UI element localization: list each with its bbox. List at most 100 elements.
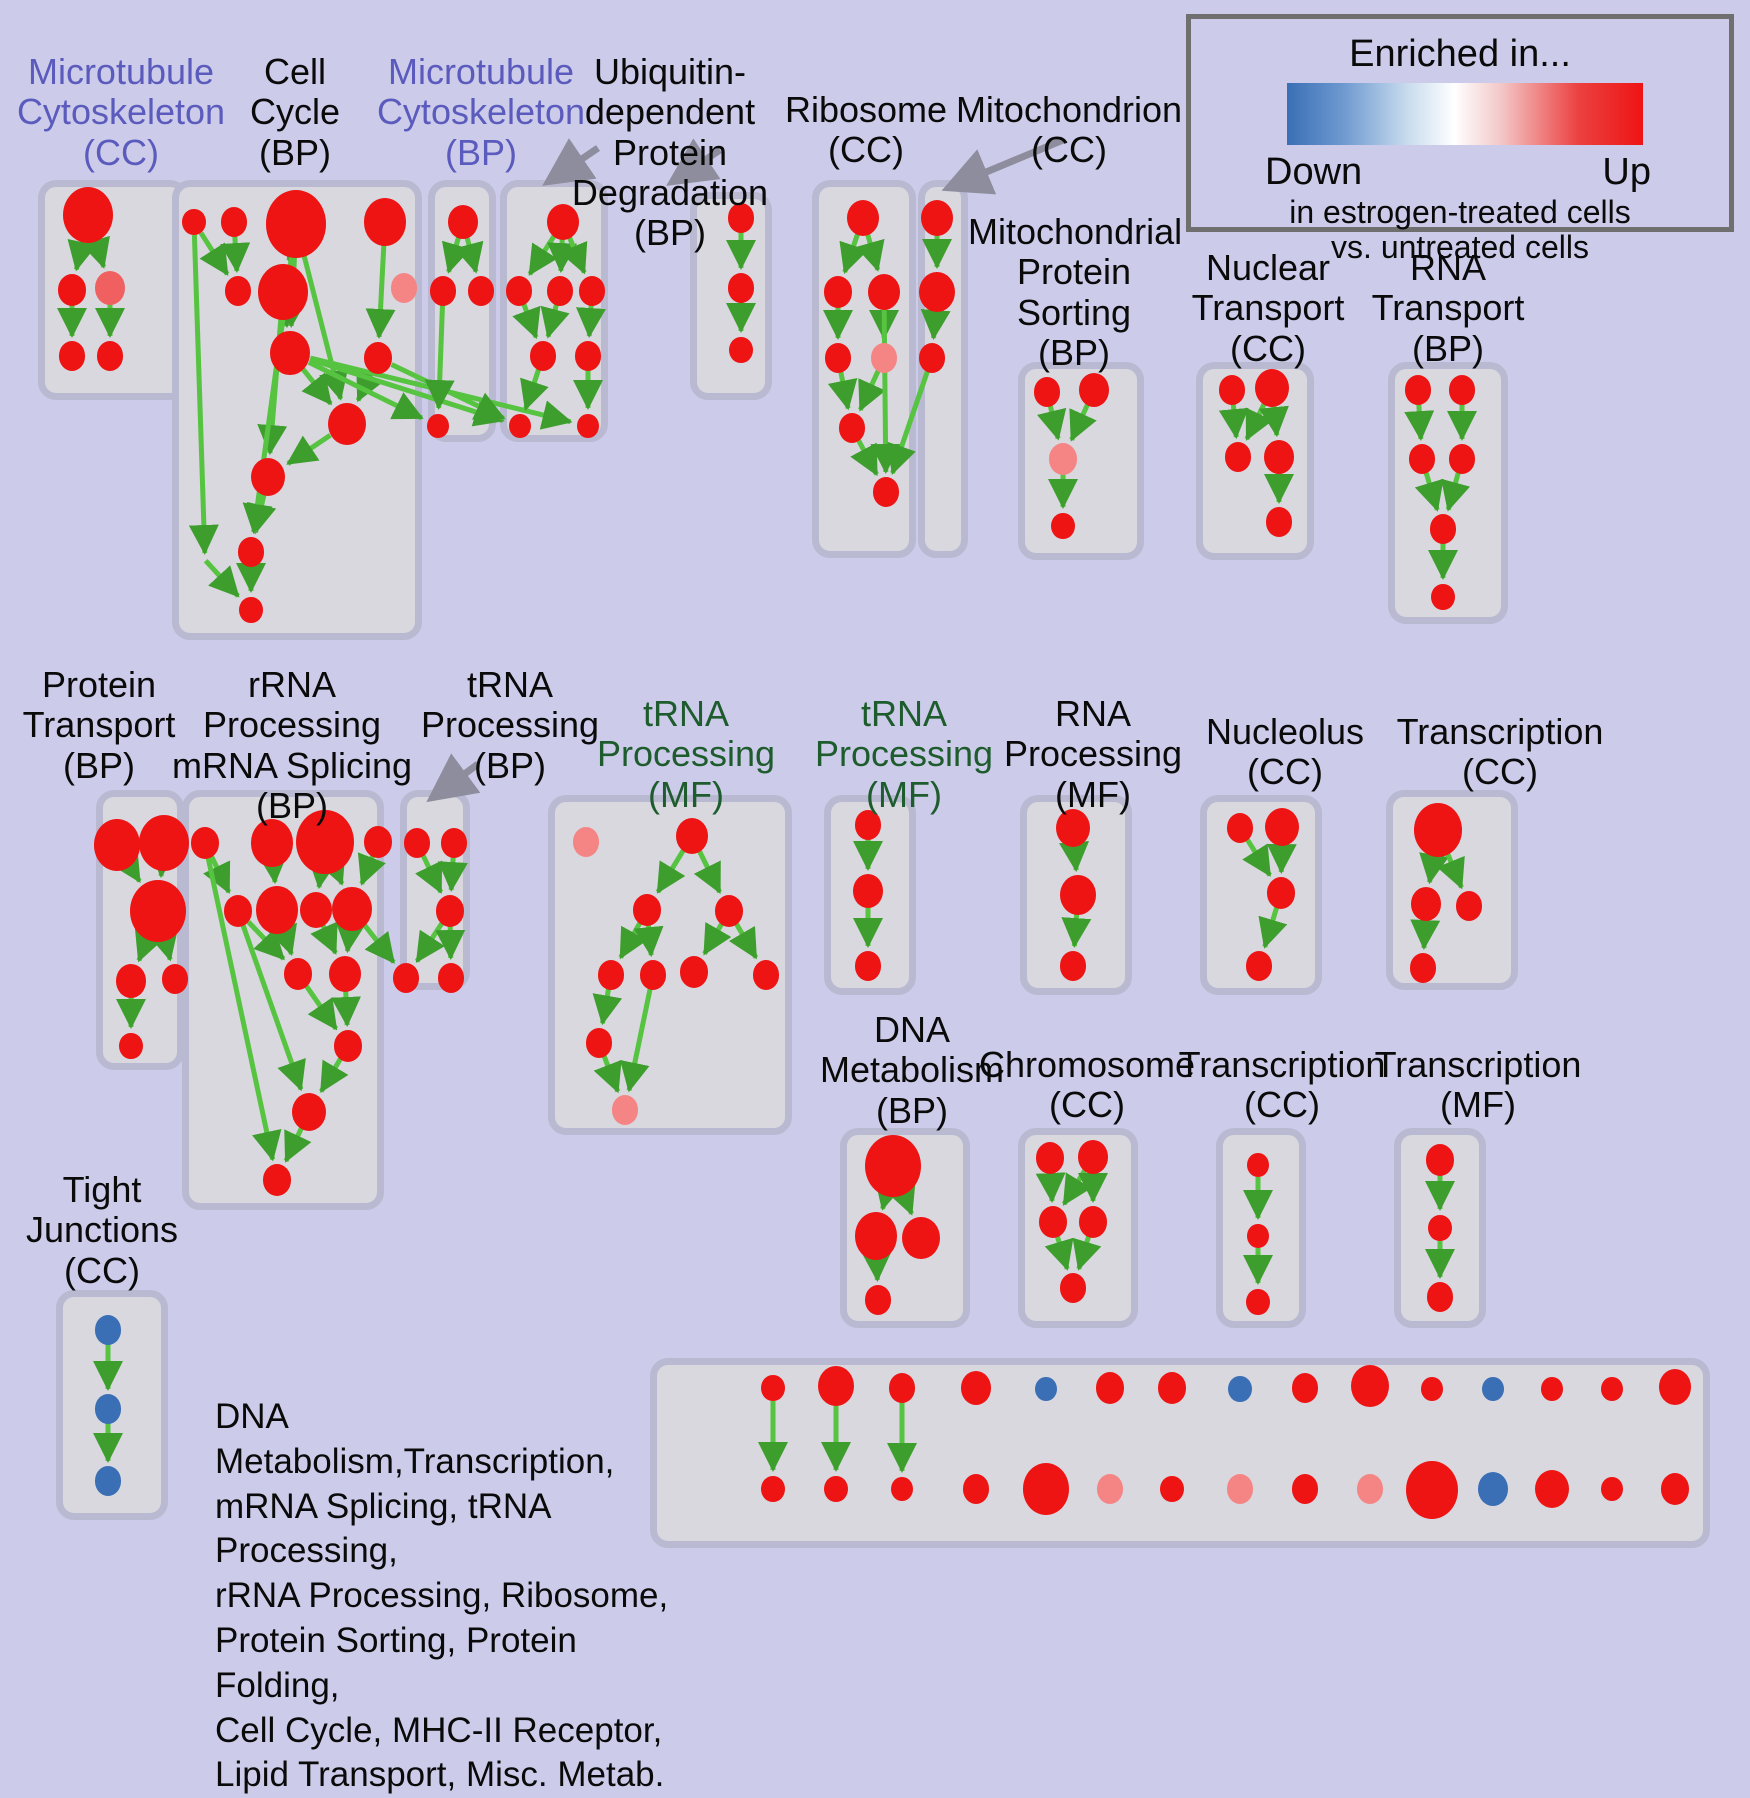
go-term-node[interactable] <box>284 958 312 989</box>
go-term-node[interactable] <box>818 1366 854 1406</box>
go-term-node[interactable] <box>871 343 897 372</box>
go-term-node[interactable] <box>919 272 955 312</box>
go-term-node[interactable] <box>1431 584 1455 611</box>
go-term-node[interactable] <box>1410 953 1436 982</box>
go-term-node[interactable] <box>266 190 326 257</box>
go-term-node[interactable] <box>728 273 754 302</box>
go-term-node[interactable] <box>270 331 310 376</box>
go-term-node[interactable] <box>1060 875 1096 915</box>
go-term-node[interactable] <box>364 826 392 857</box>
go-term-node[interactable] <box>1158 1372 1186 1403</box>
go-term-node[interactable] <box>855 1212 897 1259</box>
go-term-node[interactable] <box>1482 1377 1504 1402</box>
go-term-node[interactable] <box>436 895 464 926</box>
go-term-node[interactable] <box>1060 1273 1086 1302</box>
go-term-node[interactable] <box>116 964 146 998</box>
go-term-node[interactable] <box>729 337 753 364</box>
go-term-node[interactable] <box>95 1315 121 1344</box>
go-term-node[interactable] <box>59 341 85 370</box>
go-term-node[interactable] <box>1351 1365 1389 1408</box>
go-term-node[interactable] <box>598 960 624 989</box>
go-term-node[interactable] <box>575 341 601 370</box>
go-term-node[interactable] <box>238 537 264 566</box>
go-term-node[interactable] <box>612 1095 638 1124</box>
go-term-node[interactable] <box>448 205 478 239</box>
go-term-node[interactable] <box>1601 1477 1623 1502</box>
go-term-node[interactable] <box>573 827 599 856</box>
go-term-node[interactable] <box>1661 1473 1689 1504</box>
go-term-node[interactable] <box>1051 513 1075 540</box>
go-term-node[interactable] <box>1292 1373 1318 1402</box>
go-term-node[interactable] <box>1227 813 1253 842</box>
go-term-node[interactable] <box>839 413 865 442</box>
go-term-node[interactable] <box>1659 1369 1691 1405</box>
go-term-node[interactable] <box>332 887 372 932</box>
go-term-node[interactable] <box>95 1394 121 1423</box>
go-term-node[interactable] <box>1264 440 1294 474</box>
go-term-node[interactable] <box>404 828 430 857</box>
go-term-node[interactable] <box>329 956 361 992</box>
go-term-node[interactable] <box>873 477 899 506</box>
go-term-node[interactable] <box>855 951 881 980</box>
go-term-node[interactable] <box>468 276 494 305</box>
go-term-node[interactable] <box>1449 444 1475 473</box>
go-term-node[interactable] <box>1096 1372 1124 1403</box>
go-term-node[interactable] <box>919 343 945 372</box>
go-term-node[interactable] <box>868 274 900 310</box>
go-term-node[interactable] <box>715 895 743 926</box>
go-term-node[interactable] <box>761 1375 785 1402</box>
go-term-node[interactable] <box>393 963 419 992</box>
go-term-node[interactable] <box>1421 1377 1443 1402</box>
go-term-node[interactable] <box>1426 1144 1454 1175</box>
go-term-node[interactable] <box>225 276 251 305</box>
go-term-node[interactable] <box>251 819 293 866</box>
go-term-node[interactable] <box>256 886 298 933</box>
go-term-node[interactable] <box>182 209 206 236</box>
go-term-node[interactable] <box>364 342 392 373</box>
go-term-node[interactable] <box>847 200 879 236</box>
go-term-node[interactable] <box>1406 1461 1458 1519</box>
go-term-node[interactable] <box>364 198 406 245</box>
go-term-node[interactable] <box>1247 1224 1269 1249</box>
go-term-node[interactable] <box>1414 803 1462 857</box>
go-term-node[interactable] <box>824 1476 848 1503</box>
go-term-node[interactable] <box>961 1371 991 1405</box>
go-term-node[interactable] <box>239 597 263 624</box>
go-term-node[interactable] <box>224 895 252 926</box>
go-term-node[interactable] <box>1265 808 1299 846</box>
go-term-node[interactable] <box>530 341 556 370</box>
go-term-node[interactable] <box>1267 877 1295 908</box>
go-term-node[interactable] <box>1060 951 1086 980</box>
go-term-node[interactable] <box>1034 377 1060 406</box>
go-term-node[interactable] <box>438 963 464 992</box>
go-term-node[interactable] <box>921 200 953 236</box>
go-term-node[interactable] <box>1160 1476 1184 1503</box>
go-term-node[interactable] <box>1039 1206 1067 1237</box>
go-term-node[interactable] <box>1246 1289 1270 1316</box>
go-term-node[interactable] <box>391 273 417 302</box>
go-term-node[interactable] <box>579 276 605 305</box>
go-term-node[interactable] <box>1079 373 1109 407</box>
go-term-node[interactable] <box>441 828 467 857</box>
go-term-node[interactable] <box>676 818 708 854</box>
go-term-node[interactable] <box>680 956 708 987</box>
go-term-node[interactable] <box>824 276 852 307</box>
go-term-node[interactable] <box>1456 891 1482 920</box>
go-term-node[interactable] <box>292 1093 326 1131</box>
go-term-node[interactable] <box>825 343 851 372</box>
go-term-node[interactable] <box>63 187 113 243</box>
go-term-node[interactable] <box>328 403 366 446</box>
go-term-node[interactable] <box>1535 1470 1569 1508</box>
go-term-node[interactable] <box>633 894 661 925</box>
go-term-node[interactable] <box>963 1474 989 1503</box>
go-term-node[interactable] <box>1255 369 1289 407</box>
go-term-node[interactable] <box>865 1135 921 1198</box>
go-term-node[interactable] <box>58 274 86 305</box>
go-term-node[interactable] <box>1430 514 1456 543</box>
go-term-node[interactable] <box>1478 1472 1508 1506</box>
go-term-node[interactable] <box>1228 1376 1252 1403</box>
go-term-node[interactable] <box>334 1030 362 1061</box>
go-term-node[interactable] <box>1427 1282 1453 1311</box>
go-term-node[interactable] <box>891 1477 913 1502</box>
go-term-node[interactable] <box>1246 951 1272 980</box>
